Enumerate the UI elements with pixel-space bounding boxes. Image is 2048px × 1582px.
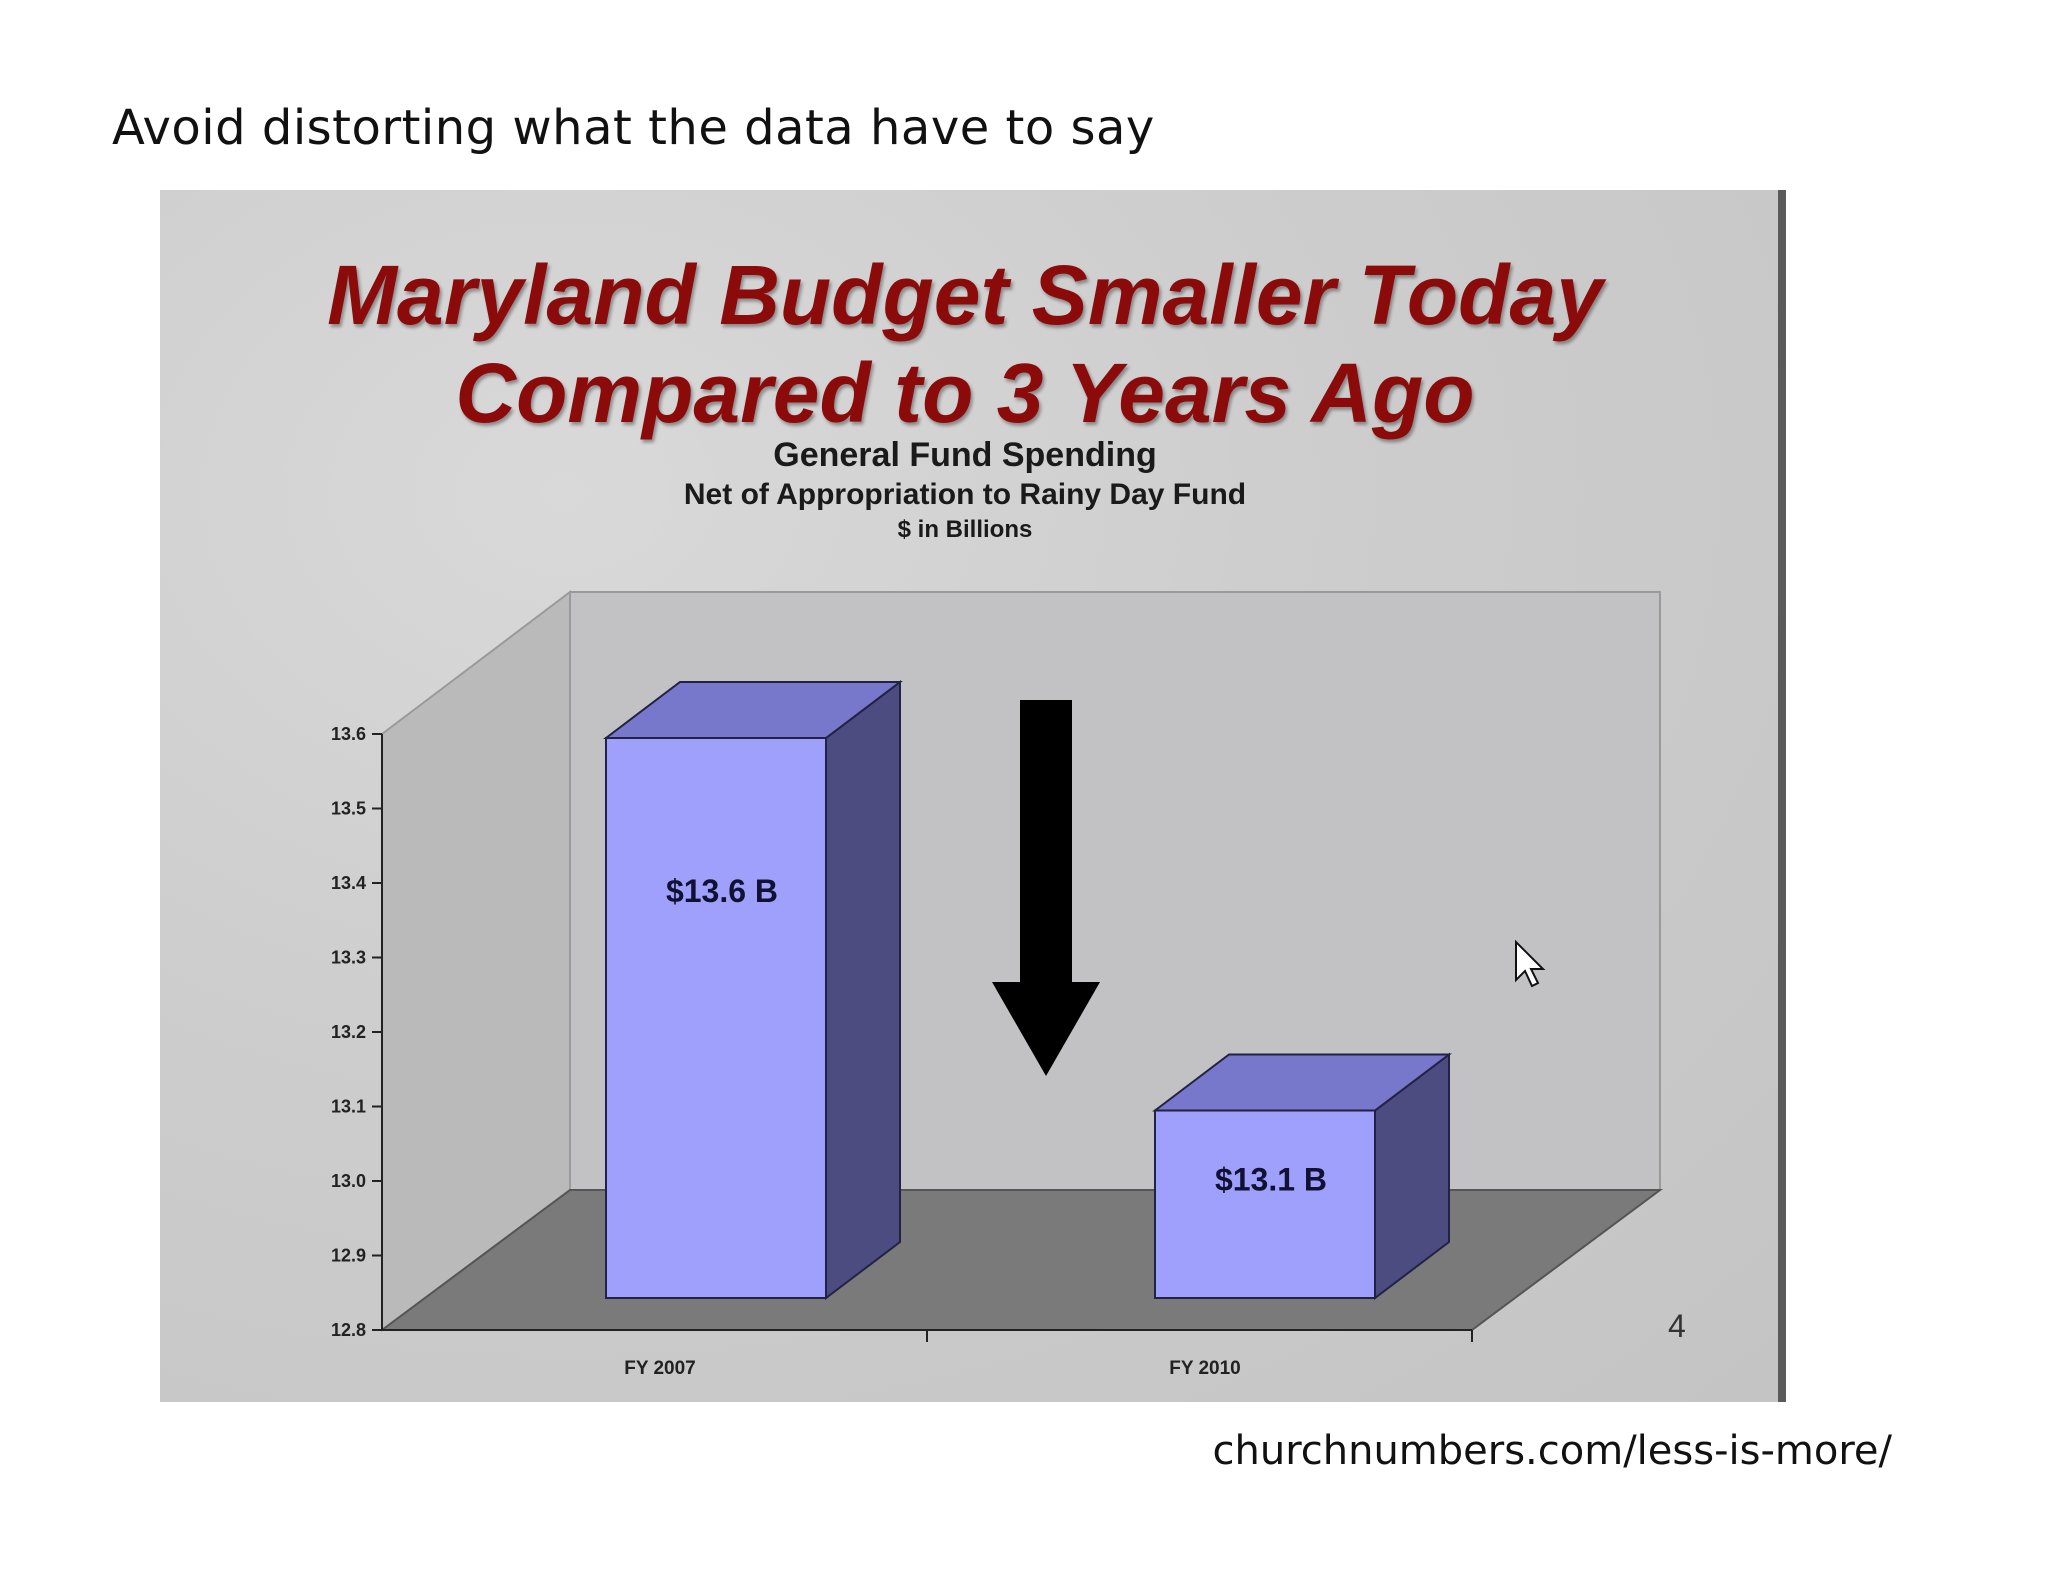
- bar-data-label: $13.6 B: [666, 873, 778, 909]
- mouse-cursor-icon: [1515, 939, 1546, 988]
- chart-subtitle: General Fund Spending: [773, 436, 1157, 474]
- down-arrow-icon: [992, 700, 1100, 1076]
- y-tick-label: 12.8: [331, 1320, 366, 1340]
- bar-front-face: [1154, 1109, 1376, 1299]
- x-category-label: FY 2010: [1169, 1358, 1240, 1379]
- page-heading: Avoid distorting what the data have to s…: [112, 100, 1155, 156]
- chart-units: $ in Billions: [897, 516, 1033, 543]
- y-tick-label: 13.3: [331, 948, 366, 968]
- bar-data-label: $13.1 B: [1215, 1162, 1327, 1198]
- bars: $13.6 B $13.1 B: [603, 679, 1452, 1301]
- slide-page-number: 4: [1668, 1308, 1686, 1344]
- bar-chart: 12.8 12.9 13.0 13.1 13.2 13.3 13.4 13.5 13.6 $13…: [331, 589, 1664, 1379]
- bar-front-face: [605, 737, 827, 1299]
- chart-title-line-1: Maryland Budget Smaller Today: [327, 248, 1603, 342]
- y-tick-label: 13.4: [331, 873, 366, 893]
- chart-title-line-2: Compared to 3 Years Ago: [455, 346, 1475, 440]
- y-tick-label: 13.5: [331, 799, 366, 819]
- y-tick-label: 13.0: [331, 1171, 366, 1191]
- bar-side-face: [825, 679, 901, 1301]
- bar-fy-2010: $13.1 B: [1152, 1052, 1452, 1301]
- chart-title: Maryland Budget Smaller Today Compared t…: [160, 246, 1770, 442]
- floor: [378, 1189, 1664, 1331]
- y-tick-label: 13.2: [331, 1022, 366, 1042]
- source-url: churchnumbers.com/less-is-more/: [1212, 1428, 1893, 1474]
- y-tick-label: 13.1: [331, 1097, 366, 1117]
- y-axis-ticks: 12.8 12.9 13.0 13.1 13.2 13.3 13.4 13.5 13.6: [331, 724, 382, 1340]
- chart-slide: Maryland Budget Smaller Today Compared t…: [160, 190, 1786, 1402]
- bar-fy-2007: $13.6 B: [603, 679, 903, 1301]
- down-arrow-annotation: [992, 700, 1100, 1076]
- chart-subtitle-note: Net of Appropriation to Rainy Day Fund: [683, 478, 1247, 511]
- y-tick-label: 13.6: [331, 724, 366, 744]
- x-category-label: FY 2007: [624, 1358, 695, 1379]
- y-tick-label: 12.9: [331, 1246, 366, 1266]
